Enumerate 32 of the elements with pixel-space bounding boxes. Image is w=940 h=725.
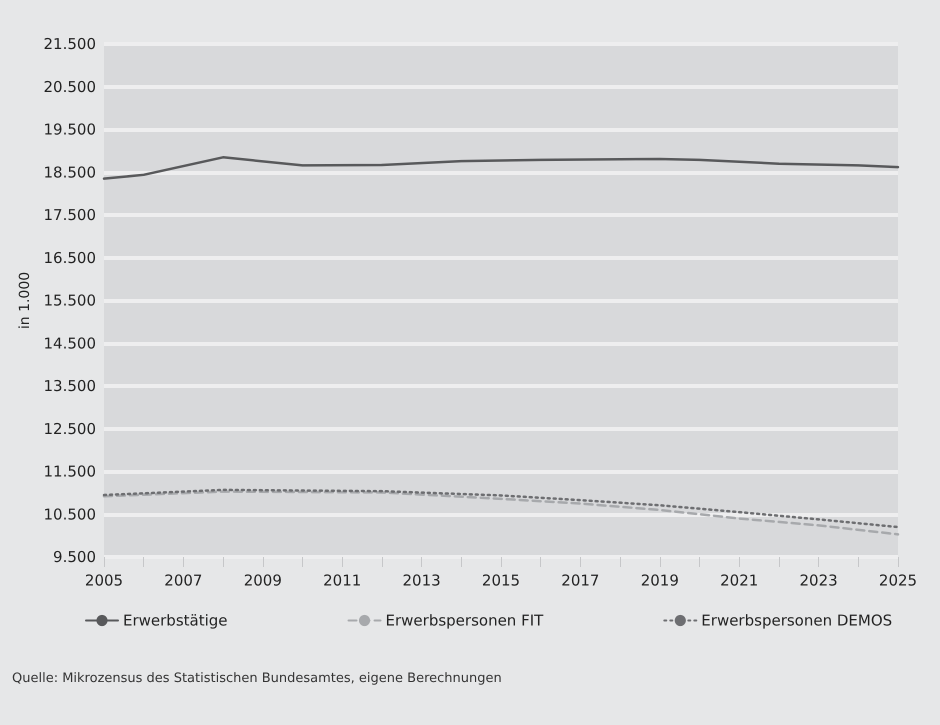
x-tick-label: 2019 xyxy=(640,572,679,590)
y-tick-label: 9.500 xyxy=(53,548,96,566)
legend-label: Erwerbstätige xyxy=(123,612,228,630)
x-tick-label: 2025 xyxy=(878,572,918,590)
y-tick-label: 20.500 xyxy=(44,78,96,96)
source-note: Quelle: Mikrozensus des Statistischen Bundesamtes, eigene Berechnungen xyxy=(12,671,502,686)
y-tick-label: 18.500 xyxy=(44,163,96,182)
y-tick-label: 12.500 xyxy=(44,420,96,438)
y-tick-label: 15.500 xyxy=(44,292,96,310)
x-tick-label: 2013 xyxy=(402,572,441,590)
x-tick-label: 2015 xyxy=(482,572,520,590)
y-tick-label: 21.500 xyxy=(44,35,96,53)
y-axis-title: in 1.000 xyxy=(17,272,33,330)
y-tick-label: 17.500 xyxy=(44,206,96,224)
y-tick-label: 13.500 xyxy=(44,377,96,395)
x-tick-label: 2009 xyxy=(244,572,282,590)
x-tick-label: 2021 xyxy=(720,572,758,590)
line-series xyxy=(102,156,900,180)
y-tick-label: 11.500 xyxy=(44,462,96,480)
x-tick-label: 2007 xyxy=(164,572,202,590)
y-tick-label: 16.500 xyxy=(44,248,96,267)
line-series xyxy=(102,488,900,528)
x-tick-label: 2023 xyxy=(800,572,838,590)
y-tick-label: 19.500 xyxy=(44,120,96,138)
line-series xyxy=(102,490,900,536)
x-tick-label: 2017 xyxy=(561,572,600,590)
x-tick-label: 2005 xyxy=(84,572,124,590)
x-tick-label: 2011 xyxy=(323,572,362,590)
y-tick-label: 14.500 xyxy=(44,334,96,352)
legend-label: Erwerbspersonen DEMOS xyxy=(701,612,892,630)
y-tick-label: 10.500 xyxy=(44,505,96,524)
legend-label: Erwerbspersonen FIT xyxy=(386,612,544,630)
